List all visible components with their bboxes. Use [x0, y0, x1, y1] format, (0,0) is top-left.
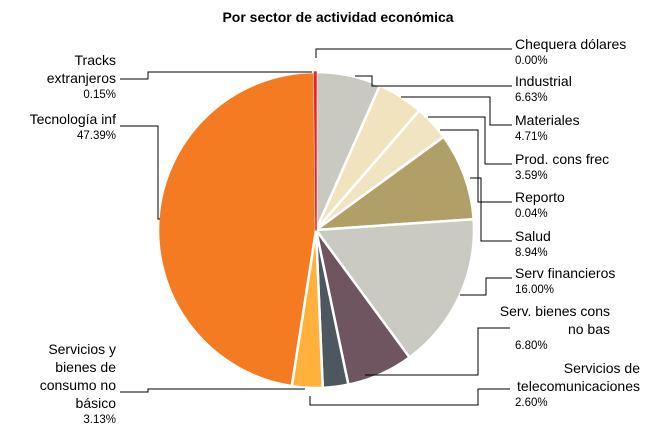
label-salud: Salud 8.94% [515, 228, 551, 259]
label-line: Servicios de [564, 360, 640, 376]
label-line: telecomunicaciones [517, 378, 640, 394]
percent-label: 3.59% [515, 170, 548, 182]
percent-label: 0.15% [83, 89, 116, 101]
percent-label: 47.39% [77, 130, 116, 142]
percent-label: 3.13% [83, 414, 116, 426]
percent-label: 6.80% [515, 340, 548, 352]
percent-label: 2.60% [515, 397, 548, 409]
label-line: Salud [515, 228, 551, 244]
pie-slices [156, 70, 476, 390]
label-line: bienes de [55, 359, 116, 375]
label-line: Materiales [515, 112, 580, 128]
percent-label: 6.63% [515, 92, 548, 104]
label-line: Servicios y [48, 341, 116, 357]
leader-chequera-dolares [315, 48, 512, 58]
label-line: Prod. cons frec [515, 151, 609, 167]
leader-servicios-y-bienes-de-consumo-no-basico [120, 388, 305, 393]
label-line: Industrial [515, 73, 572, 89]
leader-lines [120, 48, 512, 406]
label-serv-bienes-cons-no-bas: Serv. bienes cons no bas 6.80% [500, 303, 610, 352]
label-reporto: Reporto 0.04% [515, 189, 565, 220]
leader-tecnologia-inf [120, 125, 160, 220]
slice-tracks-extranjeros [313, 71, 317, 231]
label-materiales: Materiales 4.71% [515, 112, 580, 143]
label-serv-financieros: Serv financieros 16.00% [515, 265, 615, 296]
label-tracks-extranjeros: Tracks extranjeros 0.15% [47, 52, 116, 101]
label-chequera-dolares: Chequera dólares 0.00% [515, 36, 626, 67]
leader-servicios-de-telecomunicaciones [309, 388, 510, 406]
label-line: Tecnología inf [30, 111, 117, 127]
percent-label: 16.00% [515, 284, 554, 296]
slice-salud [314, 135, 475, 232]
label-line: no bas [568, 321, 610, 337]
slice-serv-financieros [314, 217, 476, 359]
leader-serv-bienes-cons-no-bas [365, 327, 510, 376]
label-line: consumo no [40, 377, 116, 393]
label-tecnologia-inf: Tecnología inf 47.39% [30, 111, 117, 142]
label-servicios-de-telecomunicaciones: Servicios de telecomunicaciones 2.60% [515, 360, 640, 409]
chart-title: Por sector de actividad económica [222, 9, 453, 25]
leader-materiales [401, 96, 512, 126]
leader-prod-cons-frec [428, 116, 512, 165]
percent-label: 0.00% [515, 55, 548, 67]
label-line: Tracks [75, 52, 116, 68]
label-line: extranjeros [47, 70, 116, 86]
label-prod-cons-frec: Prod. cons frec 3.59% [515, 151, 609, 182]
slice-tecnologia-inf [156, 70, 318, 388]
label-line: Serv financieros [515, 265, 615, 281]
label-servicios-y-bienes-de-consumo-no-basico: Servicios y bienes de consumo no básico 3.13… [40, 341, 116, 426]
label-line: Reporto [515, 189, 565, 205]
leader-reporto [440, 129, 512, 203]
label-industrial: Industrial 6.63% [515, 73, 572, 104]
label-line: básico [76, 395, 117, 411]
leader-salud [470, 177, 512, 242]
label-line: Serv. bienes cons [500, 303, 610, 319]
leader-tracks-extranjeros [120, 71, 312, 80]
slice-labels: Chequera dólares 0.00% Industrial 6.63% Mate… [30, 36, 641, 426]
percent-label: 4.71% [515, 131, 548, 143]
percent-label: 8.94% [515, 247, 548, 259]
leader-serv-financieros [460, 277, 512, 296]
label-line: Chequera dólares [515, 36, 626, 52]
leader-industrial [355, 75, 512, 87]
percent-label: 0.04% [515, 208, 548, 220]
